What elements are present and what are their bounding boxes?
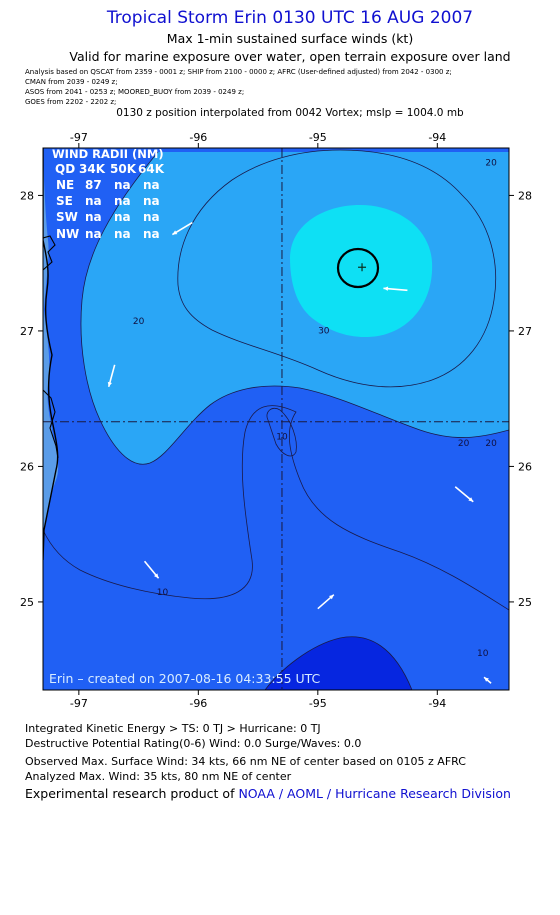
land-texas <box>43 148 59 690</box>
observed-max-wind: Observed Max. Surface Wind: 34 kts, 66 n… <box>25 755 466 768</box>
x-tick-label-bottom: -96 <box>189 697 207 710</box>
contour-label: 20 <box>133 317 145 327</box>
wind-vector-head <box>383 286 389 291</box>
coastline <box>43 148 59 561</box>
contour-lines <box>43 148 509 690</box>
wind-radii-cell: na <box>85 210 102 224</box>
wind-vectors <box>107 221 492 684</box>
wind-radii-col-header: 50K <box>110 162 137 176</box>
contour-label: 10 <box>477 649 489 659</box>
x-tick-label-top: -96 <box>189 131 207 144</box>
subtitle-winds: Max 1-min sustained surface winds (kt) <box>166 31 414 46</box>
x-tick-label-bottom: -94 <box>428 697 446 710</box>
contour-labels: 20 30 10 20 20 10 10 20 <box>133 159 497 660</box>
storm-center-marker <box>358 263 367 272</box>
contour-line-20-north <box>81 151 159 301</box>
wind-vector-head <box>468 497 474 502</box>
credit-prefix: Experimental research product of <box>25 786 239 801</box>
dpr-line: Destructive Potential Rating(0-6) Wind: … <box>25 737 362 750</box>
y-tick-label-right: 27 <box>518 325 532 338</box>
wind-radii-cell: na <box>143 210 160 224</box>
analysis-line: ASOS from 2041 - 0253 z; MOORED_BUOY fro… <box>25 88 245 96</box>
wind-radii-cell: na <box>143 178 160 192</box>
wind-radii-cell: na <box>85 227 102 241</box>
wind-vector <box>383 286 408 292</box>
contour-line-10-south <box>264 636 413 690</box>
wind-radii-cell: na <box>114 194 131 208</box>
y-tick-label-right: 28 <box>518 189 532 202</box>
contour-line-10 <box>43 405 509 611</box>
wind-vector <box>454 486 474 503</box>
contour-field <box>43 148 509 690</box>
band-low-south <box>265 636 412 690</box>
y-tick-label-right: 26 <box>518 460 532 473</box>
wind-vector-head <box>107 381 112 387</box>
wind-radii-cell: 87 <box>85 178 102 192</box>
wind-radii-col-header: 34K <box>79 162 106 176</box>
x-tick-label-top: -95 <box>309 131 327 144</box>
coastline-bay <box>43 235 59 459</box>
y-tick-label-right: 25 <box>518 596 532 609</box>
y-axis-ticks: 25 25 26 26 27 27 28 28 <box>20 189 532 609</box>
wind-radii-cell: na <box>114 210 131 224</box>
wind-radii-cell: na <box>143 194 160 208</box>
band-30-core <box>290 205 433 338</box>
y-tick-label-left: 26 <box>20 460 34 473</box>
x-axis-ticks: -97 -97 -96 -96 -95 -95 -94 -94 <box>70 131 446 710</box>
y-tick-label-left: 25 <box>20 596 34 609</box>
ike-line: Integrated Kinetic Energy > TS: 0 TJ > H… <box>25 722 321 735</box>
wind-radii-cell: na <box>114 178 131 192</box>
wind-vector-head <box>172 230 178 235</box>
wind-vector <box>483 676 492 684</box>
wind-radii-cell: na <box>85 194 102 208</box>
contour-line-10-inner <box>266 407 297 457</box>
plot-frame <box>42 147 510 691</box>
max-wind-ring <box>336 247 380 289</box>
wind-radii-cell: NE <box>56 178 74 192</box>
x-tick-label-bottom: -95 <box>309 697 327 710</box>
subtitle-validity: Valid for marine exposure over water, op… <box>69 49 511 64</box>
wind-vector <box>143 560 160 579</box>
wind-radii-cell: SE <box>56 194 73 208</box>
contour-line-30 <box>177 149 497 388</box>
created-label: Erin – created on 2007-08-16 04:33:55 UT… <box>49 671 321 686</box>
wind-radii-title: WIND RADII (NM) <box>52 147 164 161</box>
wind-vector-head <box>484 677 489 682</box>
x-tick-label-bottom: -97 <box>70 697 88 710</box>
wind-radii-table: WIND RADII (NM) QD 34K 50K 64K NE 87 na … <box>52 147 165 241</box>
contour-label: 20 <box>485 439 497 449</box>
analysis-line: GOES from 2202 - 2202 z; <box>25 98 117 106</box>
wind-radii-col-header: 64K <box>138 162 165 176</box>
analyzed-max-wind: Analyzed Max. Wind: 35 kts, 80 nm NE of … <box>25 770 292 783</box>
analysis-line: Analysis based on QSCAT from 2359 - 0001… <box>25 68 452 76</box>
contour-label: 30 <box>318 327 330 337</box>
wind-vector <box>107 364 116 388</box>
page-title: Tropical Storm Erin 0130 UTC 16 AUG 2007 <box>106 8 474 28</box>
wind-vector <box>317 594 335 610</box>
wind-radii-cell: SW <box>56 210 78 224</box>
wind-radii-cell: na <box>114 227 131 241</box>
wind-vector <box>171 221 193 236</box>
contour-label: 10 <box>157 588 169 598</box>
contour-label: 10 <box>276 432 288 442</box>
wind-radii-col-header: QD <box>55 162 75 176</box>
y-tick-label-left: 27 <box>20 325 34 338</box>
x-tick-label-top: -97 <box>70 131 88 144</box>
credit-line: Experimental research product of NOAA / … <box>25 786 511 801</box>
contour-line-20 <box>80 299 509 465</box>
position-note: 0130 z position interpolated from 0042 V… <box>116 107 464 119</box>
credit-org-link[interactable]: NOAA / AOML / Hurricane Research Divisio… <box>238 786 511 801</box>
contour-label: 20 <box>485 159 497 169</box>
reference-crosshair <box>43 148 509 690</box>
contour-label: 20 <box>458 439 470 449</box>
wind-radii-cell: na <box>143 227 160 241</box>
wind-radii-cell: NW <box>56 227 79 241</box>
wind-vector-head <box>329 594 334 600</box>
analysis-line: CMAN from 2039 - 0249 z; <box>25 78 118 86</box>
y-tick-label-left: 28 <box>20 189 34 202</box>
x-tick-label-top: -94 <box>428 131 446 144</box>
wind-vector-head <box>154 573 159 579</box>
